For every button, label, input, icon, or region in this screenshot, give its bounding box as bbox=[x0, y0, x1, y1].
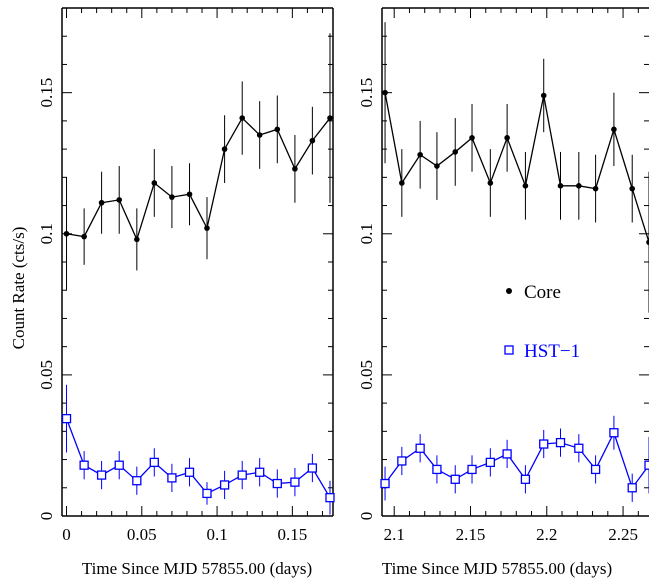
panel-right: 0 0.05 0.1 0.15 2.1 2.15 2.2 2.25 Time Since MJD… bbox=[357, 7, 649, 578]
legend-core-label: Core bbox=[524, 282, 561, 303]
data-point-hst1 bbox=[132, 476, 142, 486]
legend-core-marker bbox=[506, 288, 512, 294]
y-tick-label: 0 bbox=[357, 512, 376, 521]
data-point-core bbox=[611, 126, 617, 133]
data-point-hst1 bbox=[627, 483, 637, 493]
y-tick-label: 0.15 bbox=[357, 78, 376, 108]
data-point-core bbox=[116, 197, 123, 203]
series-line bbox=[384, 92, 649, 243]
x-axis-label: Time Since MJD 57855.00 (days) bbox=[82, 559, 312, 578]
data-point-core bbox=[134, 236, 140, 243]
legend-hst1-marker bbox=[504, 345, 514, 355]
data-point-hst1 bbox=[397, 456, 407, 466]
data-point-core bbox=[169, 194, 175, 200]
data-point-hst1 bbox=[96, 470, 107, 480]
data-point-core bbox=[309, 137, 316, 144]
x-axis-label: Time Since MJD 57855.00 (days) bbox=[382, 559, 612, 578]
series-line bbox=[66, 117, 331, 242]
series-line bbox=[384, 431, 649, 490]
data-point-core bbox=[522, 183, 529, 189]
data-point-hst1 bbox=[467, 464, 477, 475]
data-point-hst1 bbox=[79, 460, 89, 470]
y-tick-label: 0 bbox=[37, 512, 56, 521]
series-line bbox=[65, 418, 331, 498]
data-point-hst1 bbox=[380, 478, 390, 489]
data-point-hst1 bbox=[255, 467, 265, 477]
data-point-hst1 bbox=[502, 449, 512, 459]
y-tick-label: 0.15 bbox=[37, 78, 56, 108]
data-point-core bbox=[81, 233, 87, 240]
data-point-core bbox=[557, 183, 564, 189]
data-point-core bbox=[452, 149, 459, 155]
x-tick-label: 2.15 bbox=[456, 525, 486, 544]
data-point-hst1 bbox=[184, 467, 195, 477]
data-point-hst1 bbox=[219, 480, 230, 490]
data-point-core bbox=[434, 163, 440, 169]
x-tick-label: 0.15 bbox=[277, 525, 307, 544]
x-tick-label: 0.1 bbox=[206, 525, 227, 544]
data-point-core bbox=[382, 89, 388, 96]
y-tick-label: 0.1 bbox=[357, 223, 376, 244]
x-tick-label: 2.1 bbox=[384, 525, 405, 544]
data-point-hst1 bbox=[167, 473, 177, 483]
data-point-core bbox=[274, 126, 281, 133]
data-point-core bbox=[98, 199, 105, 206]
x-tick-label: 0.05 bbox=[127, 525, 157, 544]
data-point-hst1 bbox=[574, 443, 584, 453]
data-point-core bbox=[399, 180, 405, 186]
data-point-core bbox=[186, 191, 193, 198]
data-point-hst1 bbox=[325, 493, 335, 503]
data-point-core bbox=[592, 185, 599, 192]
data-point-hst1 bbox=[237, 470, 247, 480]
data-point-hst1 bbox=[555, 437, 566, 448]
legend: Core HST−1 bbox=[504, 282, 580, 362]
data-point-hst1 bbox=[415, 443, 425, 453]
x-tick-label: 0 bbox=[62, 525, 71, 544]
y-tick-label: 0.05 bbox=[37, 360, 56, 390]
data-point-hst1 bbox=[644, 460, 649, 470]
y-tick-label: 0.1 bbox=[37, 223, 56, 244]
data-point-core bbox=[469, 135, 475, 141]
data-point-core bbox=[540, 92, 547, 99]
data-point-hst1 bbox=[114, 460, 124, 470]
data-point-core bbox=[646, 239, 649, 246]
data-point-core bbox=[417, 151, 423, 158]
y-axis-label: Count Rate (cts/s) bbox=[9, 227, 28, 350]
data-point-hst1 bbox=[609, 428, 619, 438]
data-point-core bbox=[292, 166, 298, 172]
data-point-core bbox=[629, 185, 636, 192]
data-point-hst1 bbox=[61, 413, 72, 424]
data-point-core bbox=[576, 183, 582, 189]
data-point-hst1 bbox=[290, 477, 300, 487]
data-point-hst1 bbox=[520, 474, 531, 484]
data-point-core bbox=[63, 230, 70, 237]
data-point-hst1 bbox=[432, 464, 442, 475]
data-point-hst1 bbox=[450, 474, 460, 484]
data-point-core bbox=[487, 180, 494, 186]
data-point-hst1 bbox=[539, 439, 549, 449]
data-point-core bbox=[327, 115, 333, 121]
data-point-core bbox=[504, 135, 510, 141]
data-point-core bbox=[221, 146, 228, 152]
data-point-hst1 bbox=[272, 478, 282, 489]
x-tick-label: 2.2 bbox=[536, 525, 557, 544]
data-point-core bbox=[239, 115, 246, 121]
data-point-hst1 bbox=[590, 464, 601, 475]
data-point-core bbox=[204, 225, 210, 231]
data-point-hst1 bbox=[202, 488, 212, 499]
data-point-core bbox=[151, 180, 158, 186]
data-point-hst1 bbox=[149, 457, 159, 468]
legend-hst1-label: HST−1 bbox=[524, 341, 580, 362]
data-point-core bbox=[256, 132, 263, 138]
data-point-hst1 bbox=[307, 463, 318, 473]
y-tick-label: 0.05 bbox=[357, 360, 376, 390]
data-point-hst1 bbox=[485, 457, 495, 468]
panel-left: 0 0.05 0.1 0.15 0 0.05 0.1 0.15 Time Since MJD 5… bbox=[37, 7, 335, 578]
x-tick-label: 2.25 bbox=[608, 525, 638, 544]
